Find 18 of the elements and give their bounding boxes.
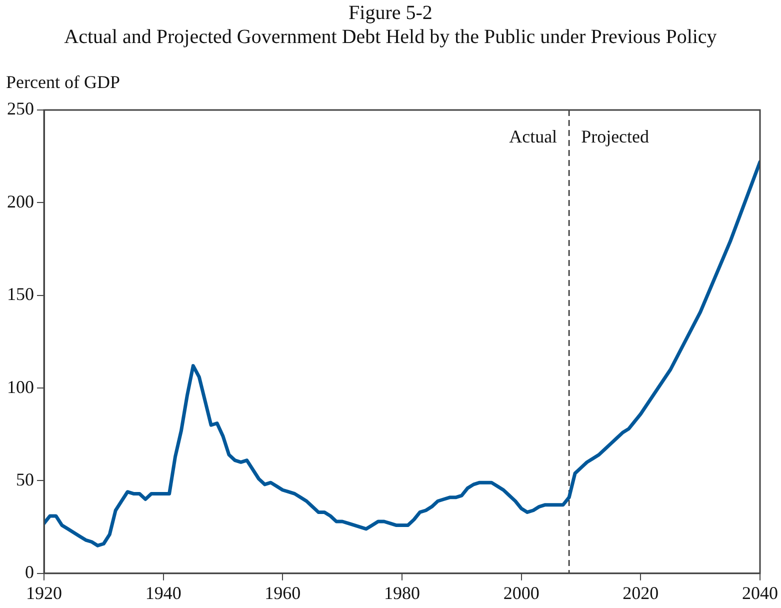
x-tick-label: 1920 <box>26 582 62 603</box>
x-tick-label: 1940 <box>145 582 182 603</box>
y-tick-label: 50 <box>16 469 34 490</box>
x-tick-label: 2020 <box>622 582 659 603</box>
annotation: Projected <box>581 126 650 147</box>
chart-subtitle: Actual and Projected Government Debt Held by the Public under Previous Policy <box>63 26 718 49</box>
x-tick-label: 2000 <box>503 582 540 603</box>
y-tick-label: 0 <box>25 562 34 582</box>
y-tick-label: 150 <box>7 284 34 304</box>
chart-title: Figure 5-2 <box>348 2 434 25</box>
annotation: Actual <box>509 126 558 147</box>
y-tick-label: 200 <box>7 191 34 212</box>
y-tick-label: 100 <box>7 376 34 397</box>
y-axis-title: Percent of GDP <box>6 72 120 93</box>
x-tick-label: 2040 <box>742 582 778 603</box>
x-tick-label: 1980 <box>384 582 420 603</box>
x-tick-label: 1960 <box>264 582 301 603</box>
y-tick-label: 250 <box>7 98 34 119</box>
